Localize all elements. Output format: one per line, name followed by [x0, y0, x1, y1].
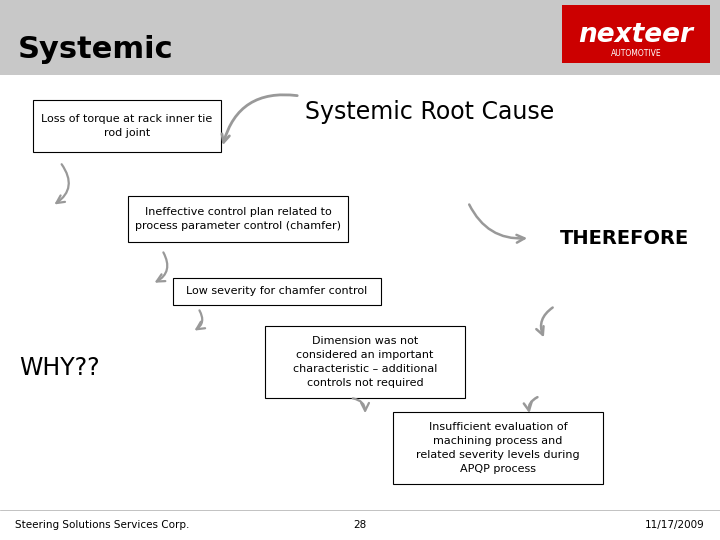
Text: nexteer: nexteer — [578, 22, 693, 48]
FancyBboxPatch shape — [173, 278, 381, 305]
Text: Dimension was not
considered an important
characteristic – additional
controls n: Dimension was not considered an importan… — [293, 336, 437, 388]
Text: Ineffective control plan related to
process parameter control (chamfer): Ineffective control plan related to proc… — [135, 207, 341, 231]
Text: Systemic Root Cause: Systemic Root Cause — [305, 100, 554, 124]
FancyBboxPatch shape — [265, 326, 465, 398]
Text: Steering Solutions Services Corp.: Steering Solutions Services Corp. — [15, 520, 189, 530]
Text: Systemic: Systemic — [18, 36, 174, 64]
Text: AUTOMOTIVE: AUTOMOTIVE — [611, 49, 661, 57]
FancyBboxPatch shape — [393, 412, 603, 484]
Text: Low severity for chamfer control: Low severity for chamfer control — [186, 287, 368, 296]
FancyBboxPatch shape — [33, 100, 221, 152]
Text: 28: 28 — [354, 520, 366, 530]
Text: Loss of torque at rack inner tie
rod joint: Loss of torque at rack inner tie rod joi… — [41, 114, 212, 138]
Text: 11/17/2009: 11/17/2009 — [645, 520, 705, 530]
Text: THEREFORE: THEREFORE — [560, 228, 690, 247]
Bar — [0, 0, 720, 75]
FancyBboxPatch shape — [128, 196, 348, 242]
Text: Insufficient evaluation of
machining process and
related severity levels during
: Insufficient evaluation of machining pro… — [416, 422, 580, 474]
Text: WHY??: WHY?? — [19, 356, 100, 380]
Bar — [562, 5, 710, 63]
